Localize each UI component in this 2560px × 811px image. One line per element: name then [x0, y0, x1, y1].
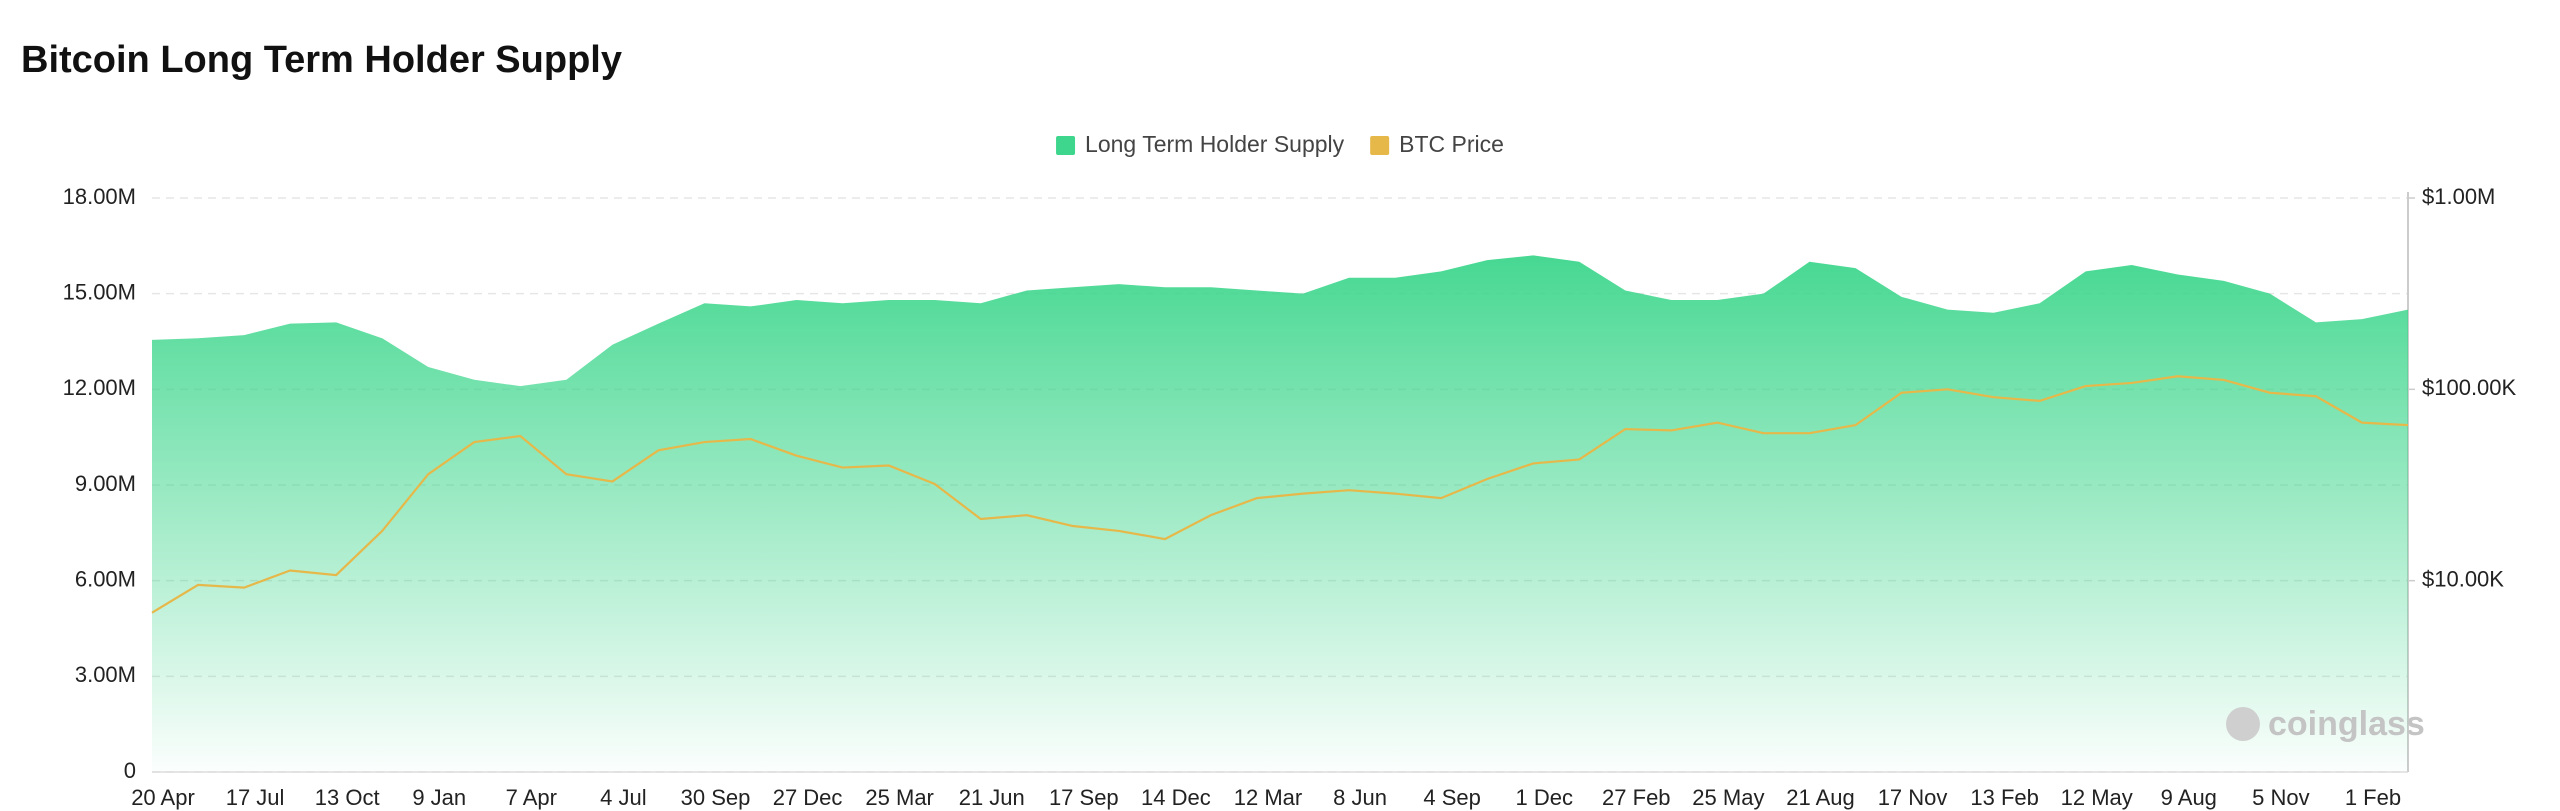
x-tick-label: 4 Jul	[600, 785, 646, 810]
y2-tick-label: $10.00K	[2422, 566, 2504, 591]
y-tick-label: 9.00M	[75, 471, 136, 496]
area	[152, 255, 2408, 772]
legend: Long Term Holder Supply BTC Price	[1056, 131, 1504, 157]
y2-tick-label: $1.00M	[2422, 184, 2495, 209]
legend-swatch	[1056, 136, 1076, 155]
x-tick-label: 13 Oct	[315, 785, 380, 810]
legend-label: BTC Price	[1399, 131, 1504, 157]
x-tick-label: 17 Nov	[1878, 785, 1948, 810]
y-tick-label: 15.00M	[63, 279, 136, 304]
x-tick-label: 8 Jun	[1333, 785, 1387, 810]
y-tick-label: 0	[124, 758, 136, 783]
y-tick-label: 18.00M	[63, 184, 136, 209]
line	[151, 375, 2409, 614]
x-tick-label: 14 Dec	[1141, 785, 1211, 810]
y2-tick-label: $100.00K	[2422, 375, 2517, 400]
x-tick-label: 30 Sep	[681, 785, 751, 810]
x-tick-label: 7 Apr	[506, 785, 557, 810]
y-tick-label: 12.00M	[63, 375, 136, 400]
watermark: coinglass	[2226, 705, 2425, 743]
x-tick-label: 27 Feb	[1602, 785, 1671, 810]
x-tick-label: 13 Feb	[1970, 785, 2039, 810]
watermark-icon	[2226, 707, 2260, 741]
x-tick-label: 9 Jan	[412, 785, 466, 810]
x-tick-label: 21 Aug	[1786, 785, 1855, 810]
x-tick-label: 21 Jun	[959, 785, 1025, 810]
x-tick-label: 20 Apr	[131, 785, 195, 810]
x-tick-label: 1 Feb	[2345, 785, 2401, 810]
x-tick-label: 5 Nov	[2252, 785, 2309, 810]
chart-title: Bitcoin Long Term Holder Supply	[21, 39, 622, 81]
x-tick-label: 27 Dec	[773, 785, 843, 810]
x-tick-label: 25 Mar	[865, 785, 933, 810]
x-tick-label: 12 May	[2061, 785, 2133, 810]
legend-swatch	[1370, 136, 1390, 155]
x-tick-label: 1 Dec	[1515, 785, 1572, 810]
watermark-text: coinglass	[2268, 705, 2425, 743]
x-tick-label: 4 Sep	[1423, 785, 1481, 810]
x-tick-label: 17 Jul	[226, 785, 285, 810]
x-tick-label: 25 May	[1692, 785, 1764, 810]
x-tick-label: 12 Mar	[1234, 785, 1302, 810]
y-tick-label: 6.00M	[75, 566, 136, 591]
legend-label: Long Term Holder Supply	[1085, 131, 1345, 157]
x-tick-label: 17 Sep	[1049, 785, 1119, 810]
x-tick-label: 9 Aug	[2161, 785, 2217, 810]
y-tick-label: 3.00M	[75, 662, 136, 687]
